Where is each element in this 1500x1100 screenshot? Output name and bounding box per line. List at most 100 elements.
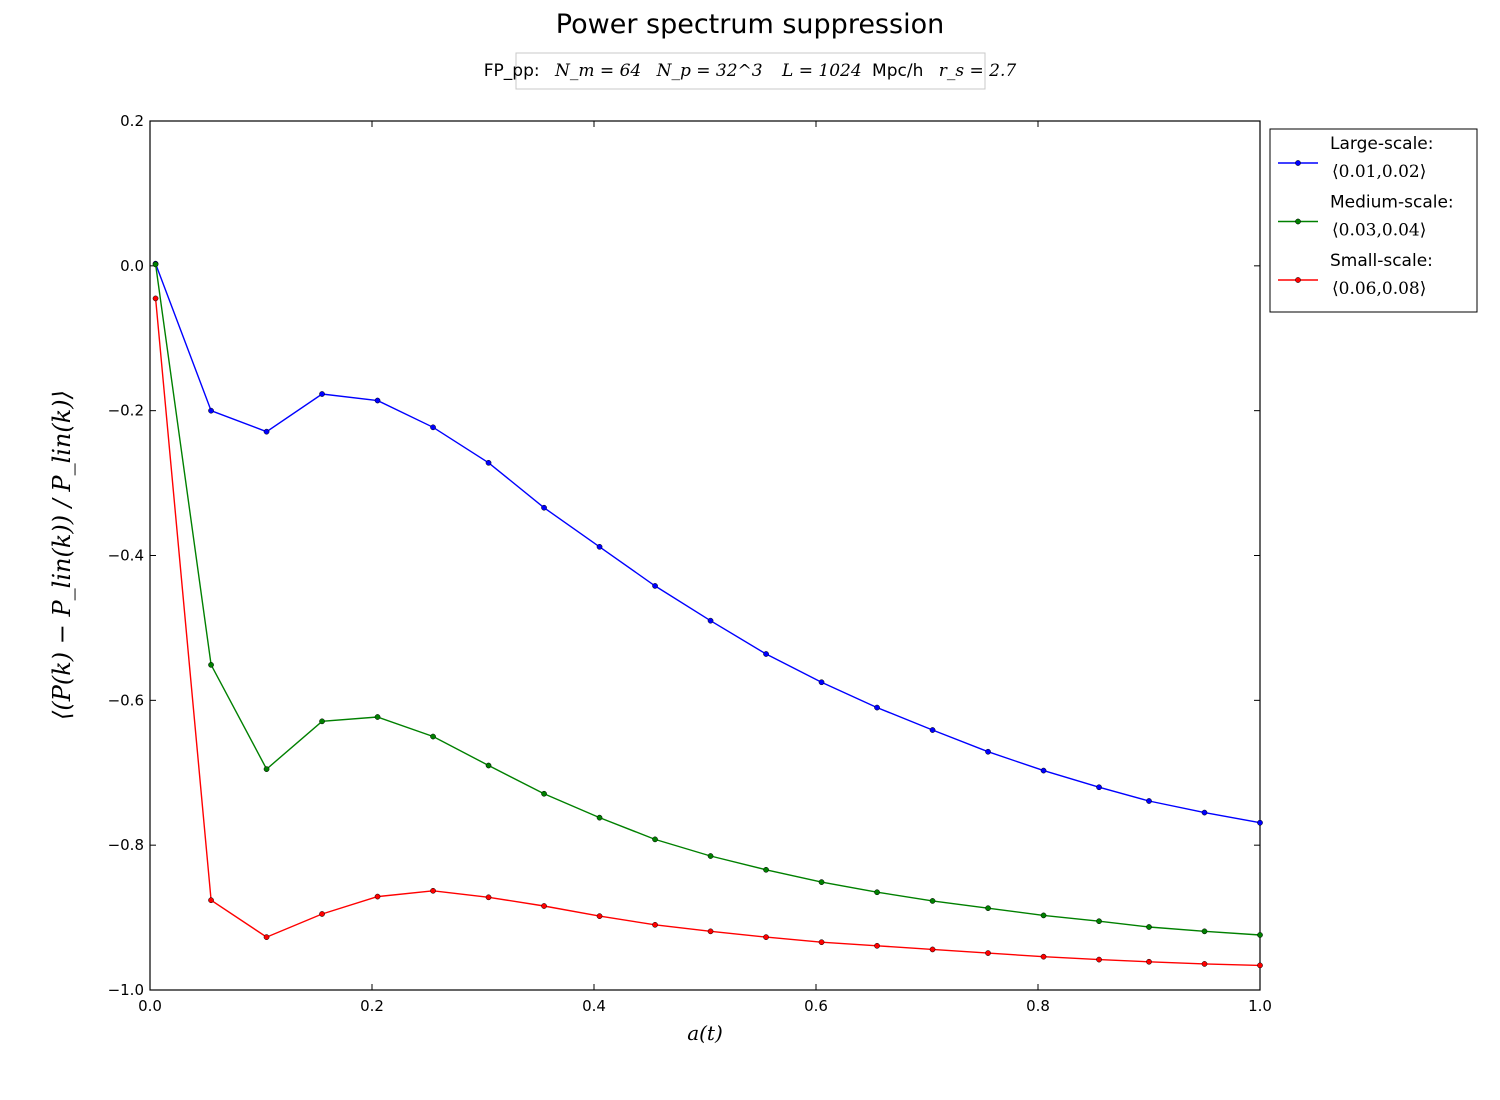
series-3-point [874, 942, 880, 949]
series-3-point [319, 911, 325, 917]
legend-series-name: Small-scale: [1330, 251, 1433, 271]
y-axis-label: ⟨(P(k) − P_lin(k)) / P_lin(k)⟩ [48, 390, 76, 720]
y-tick-label: −1.0 [108, 981, 144, 999]
series-3-point [263, 934, 270, 940]
series-2-point [152, 261, 159, 268]
series-2-point [541, 790, 547, 797]
series-1-point [1040, 767, 1047, 774]
series-2-point [1096, 918, 1102, 925]
series-1-point [1096, 784, 1102, 791]
series-3-point [485, 894, 492, 901]
series-1-point [1146, 798, 1152, 804]
series-2-point [818, 879, 825, 885]
x-axis-label: a(t) [687, 1021, 723, 1045]
legend-swatch-marker [1295, 277, 1301, 283]
axis-ticks: 0.0 0.2 0.4 0.6 0.8 1.0 0.2 0.0 −0.2 −0.4 −0.6 −0.8… [108, 112, 1272, 1015]
subtitle-nm: N_m = 64 [554, 61, 641, 81]
legend-items: Large-scale: ⟨0.01,0.02⟩ Medium-scale: ⟨0.0… [1278, 134, 1454, 299]
series-2-point [430, 733, 436, 740]
x-tick-label: 0.6 [804, 997, 828, 1015]
subtitle-box [515, 52, 986, 90]
series-group [152, 260, 1263, 969]
series-1-point [1257, 819, 1263, 826]
series-2-point [1257, 932, 1263, 938]
series-1-point [263, 428, 270, 435]
plot-area [149, 120, 1261, 991]
x-tick-label: 1.0 [1248, 997, 1272, 1015]
series-2-point [263, 766, 270, 772]
legend-series-range: ⟨0.06,0.08⟩ [1332, 279, 1426, 299]
series-2-point [874, 889, 880, 896]
series-3-point [374, 893, 381, 900]
series-3-point [152, 295, 159, 302]
series-1-point [652, 583, 658, 589]
series-2-point [374, 714, 381, 720]
series-1-point [763, 651, 769, 657]
x-tick-label: 0.4 [582, 997, 606, 1015]
y-tick-label: −0.8 [108, 836, 144, 854]
series-3-point [430, 887, 436, 894]
x-tick-label: 0.8 [1026, 997, 1050, 1015]
series-2-point [707, 853, 714, 859]
subtitle-prefix: FP_pp: [484, 61, 540, 81]
y-tick-label: −0.2 [108, 402, 144, 420]
series-2-point [319, 718, 325, 725]
series-line-2 [154, 264, 1261, 936]
series-2-point [763, 866, 769, 873]
y-tick-label: 0.0 [120, 257, 144, 275]
series-1-point [541, 504, 547, 511]
series-1-point [485, 459, 492, 466]
series-3-point [1096, 956, 1102, 963]
series-2-point [1201, 928, 1208, 935]
series-2-point [652, 836, 658, 843]
series-2-point [1146, 924, 1152, 930]
series-3-point [596, 913, 603, 919]
series-1-point [985, 748, 991, 755]
series-3-point [541, 903, 547, 909]
series-3-point [929, 946, 936, 953]
series-1-point [319, 391, 325, 397]
y-tick-label: −0.6 [108, 691, 144, 709]
series-3-point [707, 928, 714, 935]
series-3-point [652, 921, 658, 928]
legend-swatch-marker [1295, 160, 1301, 166]
series-1-point [874, 704, 880, 711]
series-2-point [1040, 912, 1047, 919]
series-3-point [1201, 961, 1208, 967]
series-2-point [596, 814, 603, 821]
x-tick-label: 0.0 [138, 997, 162, 1015]
series-3-point [1146, 958, 1152, 965]
legend [1269, 128, 1478, 313]
series-1-point [929, 727, 936, 733]
legend-swatch-marker [1295, 218, 1301, 225]
series-2-point [208, 661, 214, 668]
series-3-point [1040, 953, 1047, 960]
series-line-3 [154, 298, 1261, 967]
series-3-point [1257, 962, 1263, 969]
subtitle-np: N_p = 32^3 [656, 61, 763, 81]
subtitle-l-unit: Mpc/h [872, 61, 923, 81]
series-line-1 [154, 263, 1261, 824]
series-1-point [596, 543, 603, 550]
series-2-point [929, 898, 936, 904]
legend-series-name: Medium-scale: [1330, 193, 1454, 213]
series-3-point [208, 897, 214, 904]
series-1-point [818, 679, 825, 686]
series-1-point [707, 617, 714, 624]
y-tick-label: −0.4 [108, 547, 144, 565]
chart-title: Power spectrum suppression [556, 9, 944, 40]
subtitle-rs: r_s = 2.7 [939, 61, 1017, 81]
series-1-point [1201, 809, 1208, 816]
series-3-point [763, 934, 769, 940]
series-2-point [985, 905, 991, 912]
y-tick-label: 0.2 [120, 112, 144, 130]
series-3-point [985, 950, 991, 956]
legend-series-range: ⟨0.01,0.02⟩ [1332, 162, 1426, 182]
series-3-point [818, 939, 825, 946]
series-1-point [208, 407, 214, 414]
subtitle: FP_pp: N_m = 64 N_p = 32^3 L = 1024 Mpc/… [484, 61, 1017, 81]
series-1-point [374, 397, 381, 404]
series-1-point [430, 424, 436, 431]
legend-series-name: Large-scale: [1330, 134, 1434, 154]
